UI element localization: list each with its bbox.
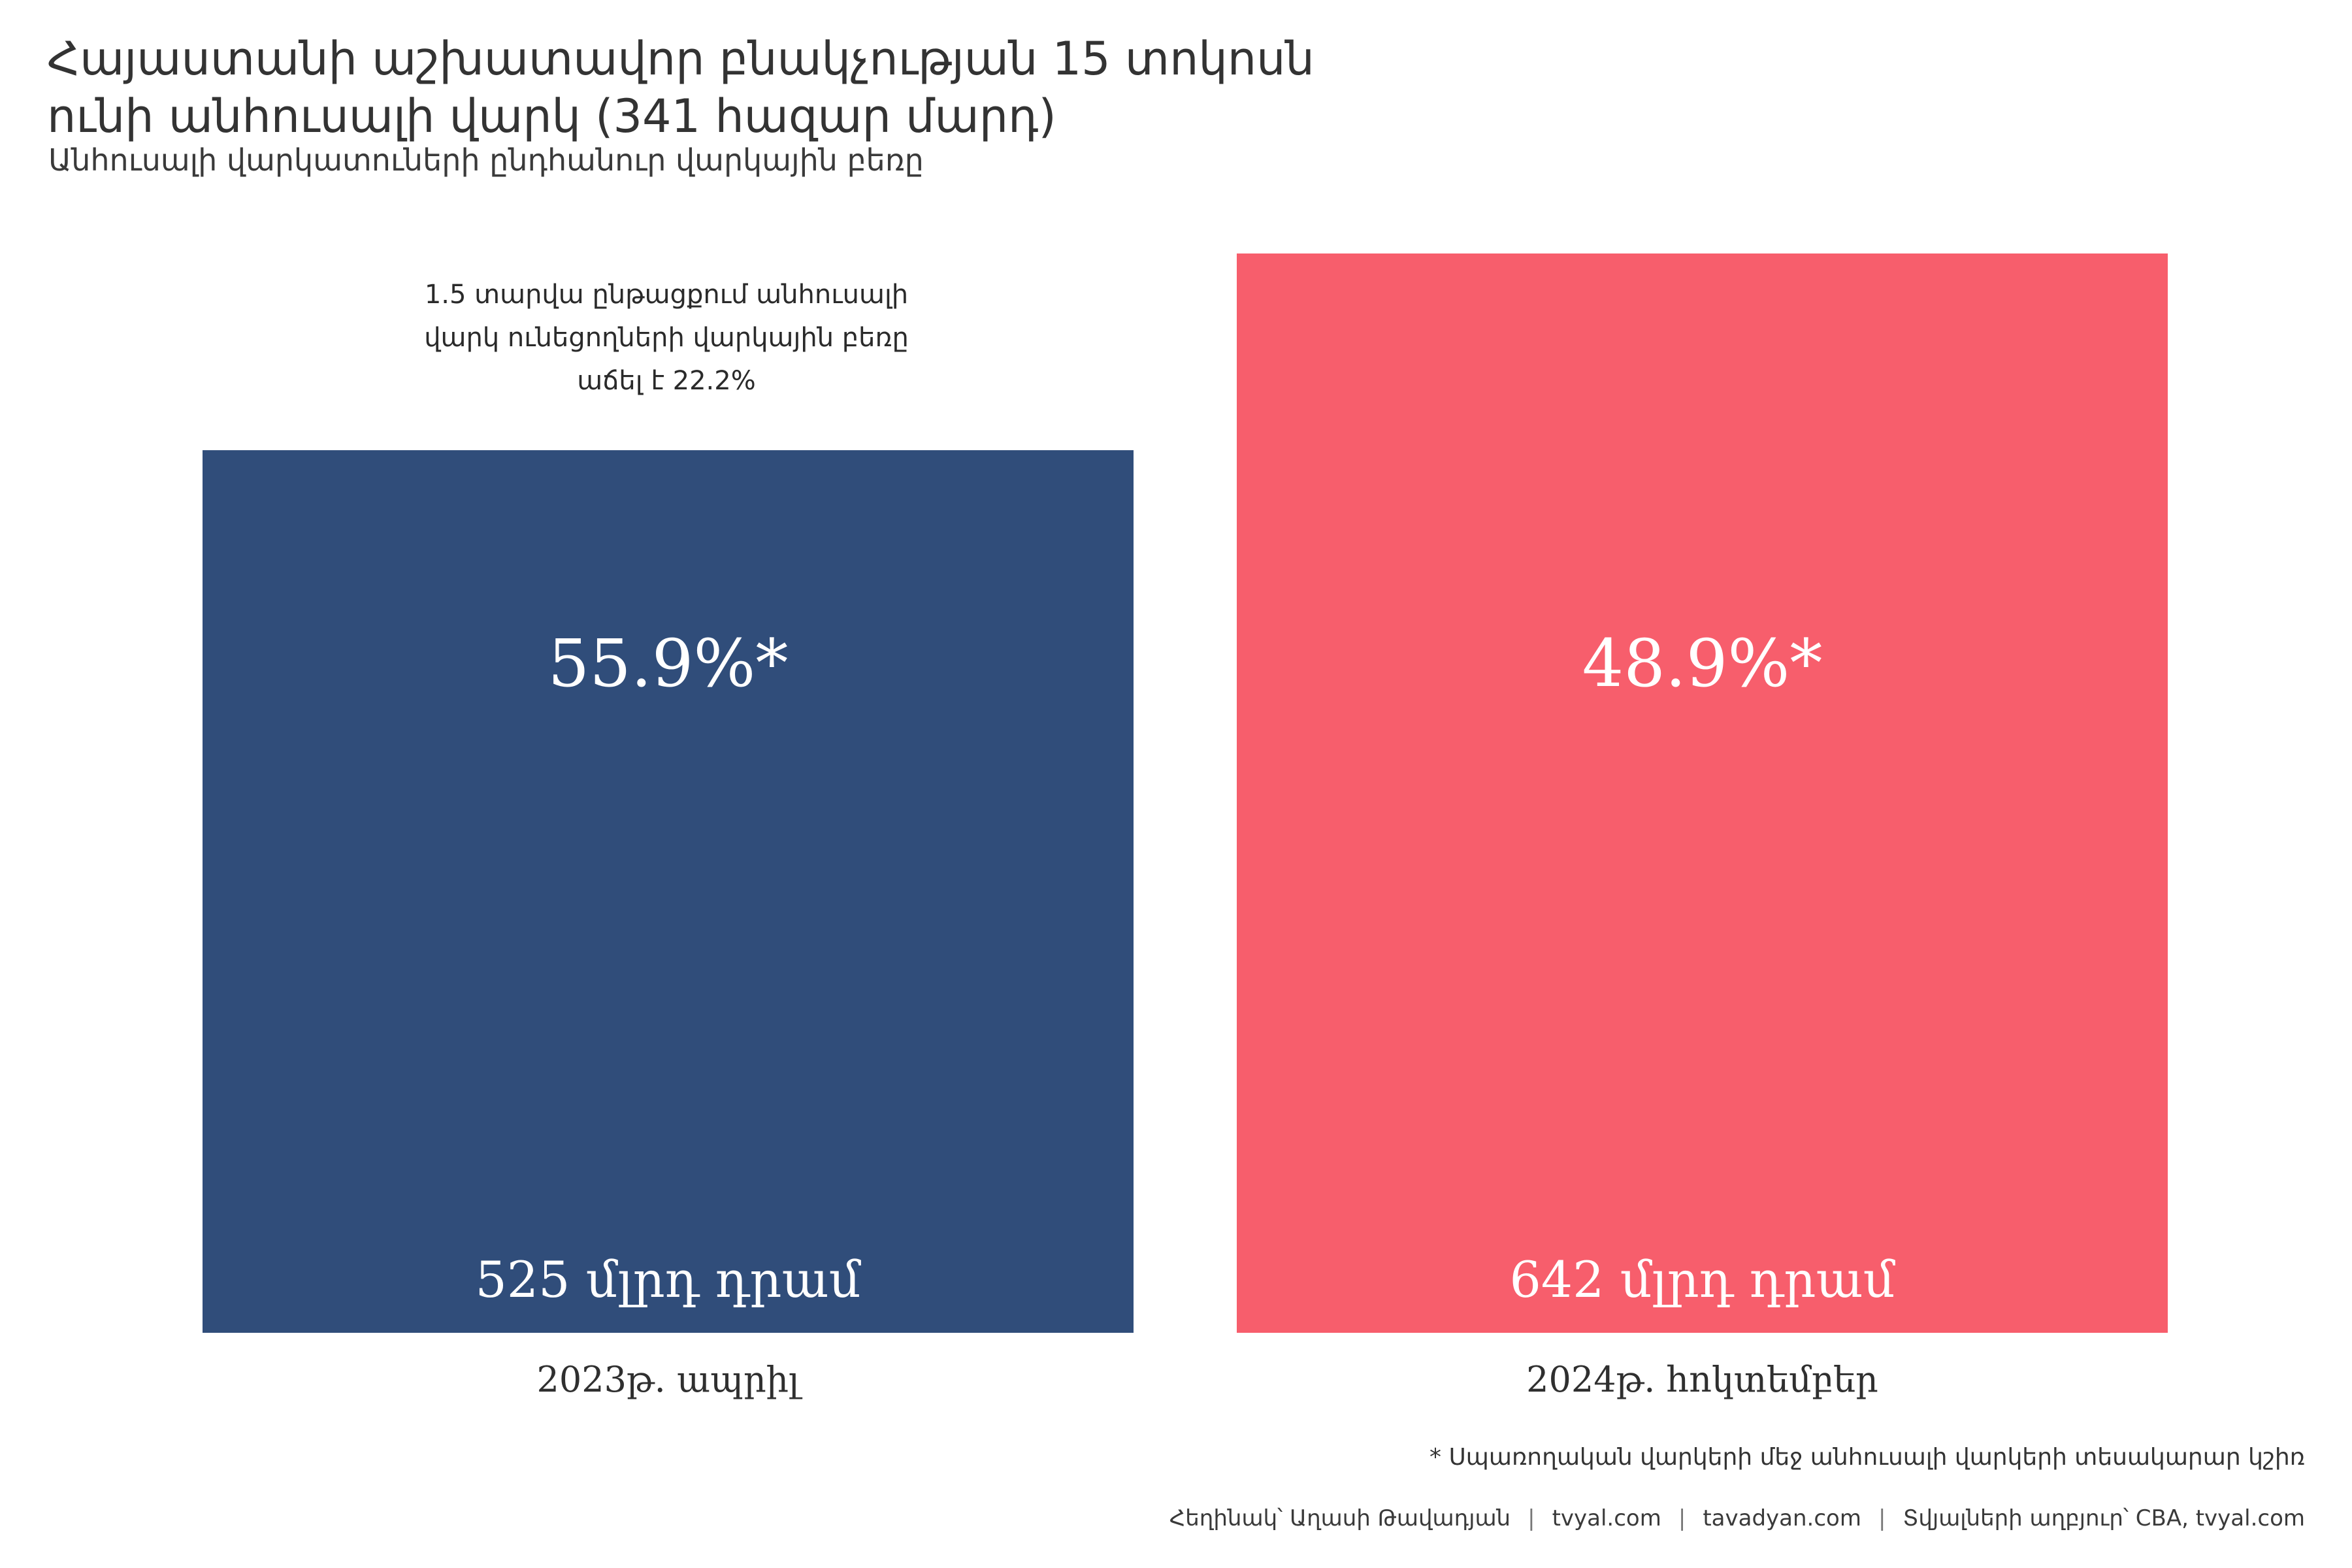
footnote: * Սպառողական վարկերի մեջ անհուսալի վարկե… bbox=[1429, 1444, 2305, 1471]
separator: | bbox=[1527, 1505, 1535, 1531]
chart-title-line-2: ունի անհուսալի վարկ (341 հազար մարդ) bbox=[47, 90, 1056, 143]
bar-share-label-1: 48.9%* bbox=[1582, 625, 1823, 702]
data-source: Տվյալների աղբյուր՝ CBA, tvyal.com bbox=[1903, 1505, 2305, 1531]
site-link-tavadyan[interactable]: tavadyan.com bbox=[1703, 1505, 1861, 1531]
bar-value-label-1: 642 մլրդ դրամ bbox=[1509, 1250, 1895, 1309]
growth-annotation: 1.5 տարվա ընթացքում անհուսալի վարկ ունեց… bbox=[353, 273, 980, 402]
chart-title-line-1: Հայաստանի աշխատավոր բնակչության 15 տոկոս… bbox=[47, 32, 1315, 86]
annotation-line-3: աճել է 22.2% bbox=[577, 366, 756, 396]
separator: | bbox=[1878, 1505, 1886, 1531]
category-label-1: 2024թ. հոկտեմբեր bbox=[1526, 1359, 1878, 1400]
bar-value-label-0: 525 մլրդ դրամ bbox=[475, 1250, 861, 1309]
bar-0 bbox=[203, 450, 1134, 1333]
bar-share-label-0: 55.9%* bbox=[548, 625, 789, 702]
bar-1 bbox=[1237, 253, 2168, 1333]
category-label-0: 2023թ. ապրիլ bbox=[537, 1359, 804, 1400]
site-link-tvyal[interactable]: tvyal.com bbox=[1552, 1505, 1661, 1531]
author-credit: Հեղինակ՝ Աղասի Թավադյան bbox=[1169, 1505, 1511, 1531]
credits: Հեղինակ՝ Աղասի Թավադյան | tvyal.com | tavady… bbox=[1169, 1505, 2305, 1531]
annotation-line-1: 1.5 տարվա ընթացքում անհուսալի bbox=[424, 280, 909, 310]
separator: | bbox=[1678, 1505, 1686, 1531]
chart-subtitle: Անհուսալի վարկատուների ընդհանուր վարկայի… bbox=[48, 142, 924, 178]
chart-title: Հայաստանի աշխատավոր բնակչության 15 տոկոս… bbox=[47, 30, 1615, 145]
annotation-line-2: վարկ ունեցողների վարկային բեռը bbox=[424, 323, 909, 353]
